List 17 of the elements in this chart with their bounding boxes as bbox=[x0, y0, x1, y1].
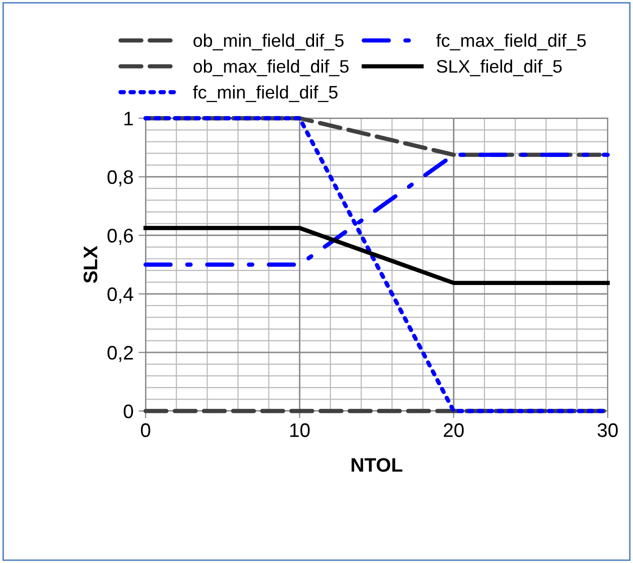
y-tick-label: 0,6 bbox=[108, 228, 133, 245]
legend-label: SLX_field_dif_5 bbox=[436, 60, 562, 76]
y-tick-label: 0,4 bbox=[108, 287, 134, 304]
legend-label: ob_max_field_dif_5 bbox=[194, 60, 349, 76]
x-tick-label: 0 bbox=[140, 423, 150, 438]
y-tick-label: 0 bbox=[124, 404, 134, 418]
x-tick-label: 30 bbox=[598, 423, 618, 438]
legend-label: ob_min_field_dif_5 bbox=[194, 34, 344, 50]
x-tick-label: 20 bbox=[444, 423, 464, 438]
x-tick-label: 10 bbox=[290, 423, 310, 438]
legend-label: fc_min_field_dif_5 bbox=[193, 85, 338, 102]
y-tick-label: 0,2 bbox=[108, 346, 133, 362]
y-axis-title: SLX bbox=[84, 246, 98, 283]
x-axis-title: NTOL bbox=[352, 458, 402, 472]
y-tick-label: 0,8 bbox=[108, 170, 133, 186]
y-tick-label: 1 bbox=[124, 112, 133, 126]
legend-label: fc_max_field_dif_5 bbox=[436, 34, 586, 50]
